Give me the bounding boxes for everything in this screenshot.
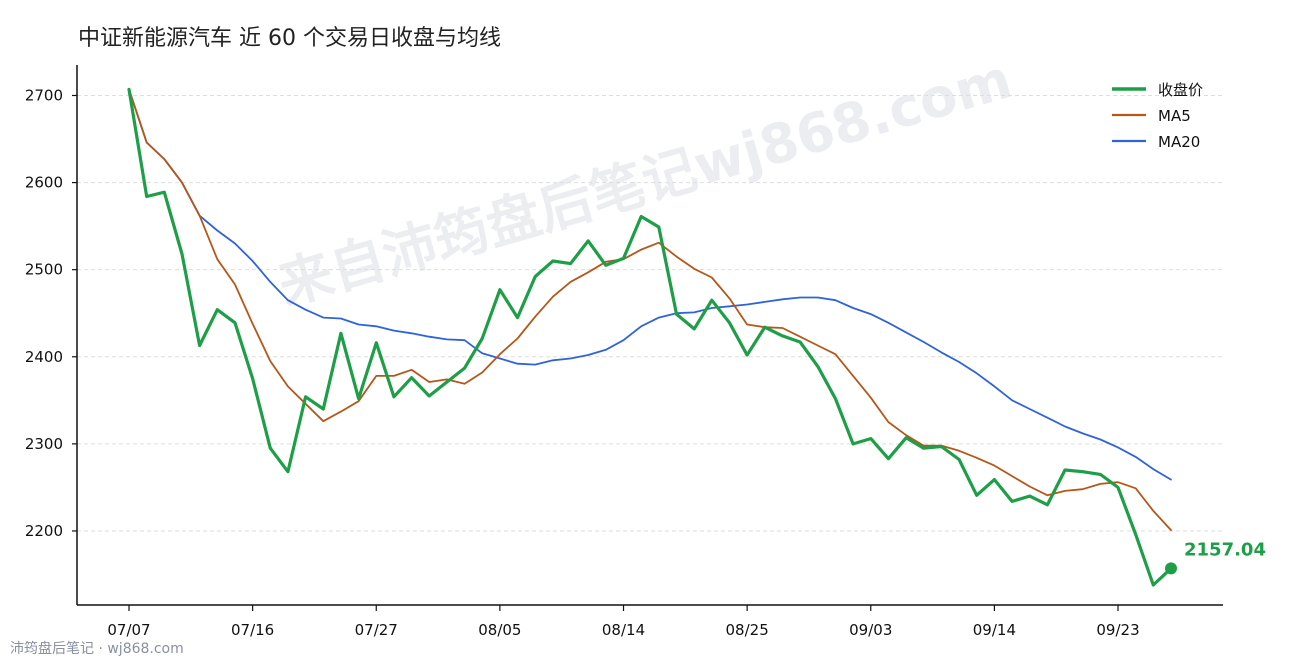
x-axis-ticks: 07/07 07/16 07/27 08/05 08/14 08/25 09/03 09/14… bbox=[107, 605, 1140, 639]
series-line-1 bbox=[128, 88, 1172, 531]
x-tick-label-3: 08/05 bbox=[478, 621, 521, 639]
y-tick-label-2: 2400 bbox=[25, 348, 63, 366]
x-tick-label-1: 07/16 bbox=[231, 621, 274, 639]
series-lines bbox=[127, 87, 1173, 587]
axes bbox=[76, 65, 1223, 606]
y-tick-label-4: 2600 bbox=[25, 174, 63, 192]
chart-title: 中证新能源汽车 近 60 个交易日收盘与均线 bbox=[78, 26, 501, 51]
y-tick-label-5: 2700 bbox=[25, 86, 63, 104]
x-tick-label-2: 07/27 bbox=[355, 621, 398, 639]
y-tick-label-0: 2200 bbox=[25, 522, 63, 540]
x-tick-label-4: 08/14 bbox=[602, 621, 645, 639]
legend-label-2: MA20 bbox=[1158, 133, 1200, 151]
x-tick-label-8: 09/23 bbox=[1096, 621, 1139, 639]
legend-label-0: 收盘价 bbox=[1158, 81, 1203, 99]
legend: 收盘价 MA5 MA20 bbox=[1112, 81, 1203, 151]
x-tick-label-6: 09/03 bbox=[849, 621, 892, 639]
x-tick-label-5: 08/25 bbox=[726, 621, 769, 639]
y-tick-label-3: 2500 bbox=[25, 261, 63, 279]
end-point-marker bbox=[1165, 562, 1177, 575]
end-marker-group: 2157.04 bbox=[1165, 539, 1266, 575]
series-line-2 bbox=[128, 88, 1172, 481]
y-tick-label-1: 2300 bbox=[25, 435, 63, 453]
y-axis-ticks: 2200 2300 2400 2500 2600 2700 bbox=[25, 86, 77, 540]
footer-credit: 沛筠盘后笔记 · wj868.com bbox=[10, 640, 184, 657]
x-tick-label-0: 07/07 bbox=[107, 621, 150, 639]
x-tick-label-7: 09/14 bbox=[973, 621, 1016, 639]
end-value-label: 2157.04 bbox=[1184, 539, 1266, 560]
legend-label-1: MA5 bbox=[1158, 107, 1191, 125]
series-line-0 bbox=[127, 87, 1173, 587]
